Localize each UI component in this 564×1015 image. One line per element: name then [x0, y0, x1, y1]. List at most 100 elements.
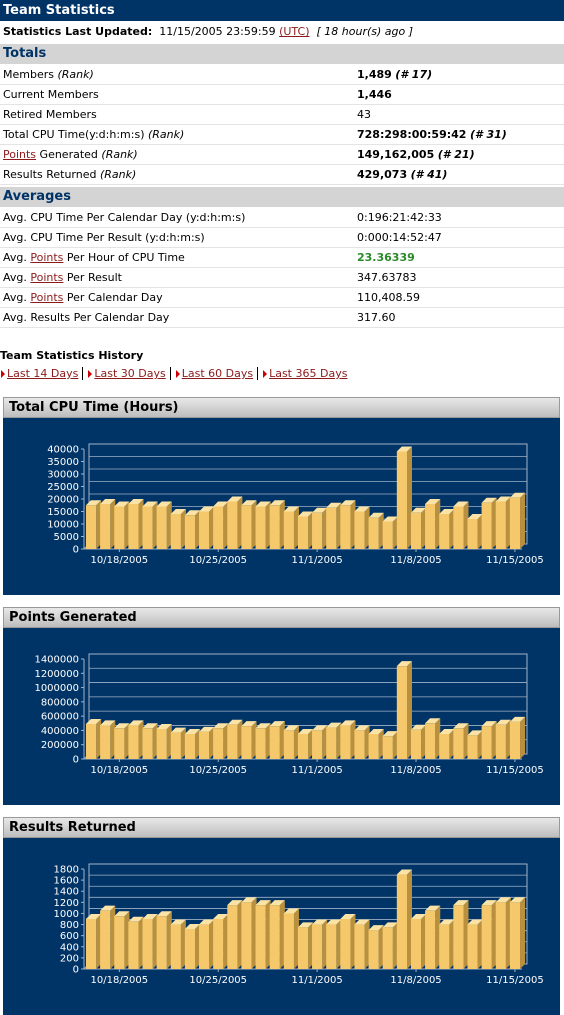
text: Avg. CPU Time Per Result (y:d:h:m:s): [3, 231, 205, 244]
bar-side: [336, 919, 342, 969]
bar: [170, 924, 181, 969]
link[interactable]: Points: [30, 271, 64, 284]
y-tick-label: 0: [73, 755, 79, 766]
bar-top: [396, 446, 412, 452]
bar-top: [509, 897, 526, 903]
bar-side: [421, 507, 427, 549]
bar-side: [449, 729, 455, 759]
bar: [227, 501, 238, 549]
bar: [114, 728, 125, 759]
bar-top: [283, 908, 299, 914]
bar-side: [166, 724, 172, 759]
bar: [467, 924, 478, 969]
bar: [184, 515, 196, 549]
y-tick-label: 20000: [47, 495, 79, 506]
bar: [354, 511, 365, 549]
bar-top: [85, 500, 102, 506]
bar-top: [509, 716, 526, 722]
bar-top: [410, 507, 427, 513]
section-header: Totals: [0, 44, 564, 64]
history-link[interactable]: Last 14 Days: [0, 367, 78, 380]
bar-side: [421, 914, 427, 969]
bar-top: [283, 725, 299, 731]
bar-side: [308, 922, 314, 969]
bar-side: [209, 919, 215, 969]
bar-top: [227, 719, 243, 725]
bar-top: [326, 722, 342, 728]
y-tick-label: 400000: [41, 726, 79, 737]
history-link[interactable]: Last 30 Days: [82, 367, 166, 380]
bar: [439, 924, 450, 969]
table-row: Avg. Results Per Calendar Day 317.60: [0, 308, 564, 328]
bar-side: [96, 914, 102, 969]
bar: [509, 721, 521, 759]
bar-side: [463, 723, 469, 759]
bar: [340, 505, 351, 549]
bar-side: [124, 911, 130, 969]
bar-side: [435, 905, 441, 969]
row-value: 43: [357, 105, 371, 125]
bar-top: [382, 731, 398, 737]
bar: [382, 736, 393, 759]
bar: [100, 910, 111, 969]
history-link[interactable]: Last 60 Days: [169, 367, 254, 380]
bar-side: [491, 721, 497, 759]
bar-top: [156, 724, 172, 729]
y-tick-label: 25000: [47, 482, 79, 493]
table-row: Points Generated (Rank) 149,162,005 (# 21…: [0, 145, 564, 165]
bar-side: [378, 512, 384, 549]
bar: [170, 732, 181, 759]
link[interactable]: Points: [30, 251, 64, 264]
bar-top: [241, 721, 257, 727]
bar: [156, 916, 167, 969]
x-tick-label: 10/18/2005: [91, 975, 149, 986]
text: (# 41): [410, 168, 448, 181]
text: 0:000:14:52:47: [357, 231, 442, 244]
bar-top: [255, 900, 271, 906]
text: (Rank): [57, 68, 94, 81]
bar-top: [495, 719, 511, 725]
bar: [495, 902, 506, 969]
bar-side: [180, 919, 186, 969]
link[interactable]: Points: [3, 148, 37, 161]
bar-top: [142, 914, 158, 919]
text: 1,446: [357, 88, 392, 101]
bar: [340, 725, 351, 759]
x-tick-label: 11/8/2005: [390, 765, 441, 776]
bar-top: [382, 922, 398, 928]
bar-side: [124, 501, 130, 549]
bar-side: [152, 914, 158, 969]
bar-side: [406, 661, 412, 759]
text: (Rank): [147, 128, 185, 141]
link[interactable]: Points: [30, 291, 64, 304]
bar-top: [241, 897, 257, 903]
bar-top: [439, 729, 455, 734]
bar: [396, 666, 407, 759]
bar-top: [227, 496, 243, 502]
x-tick-label: 11/8/2005: [390, 975, 441, 986]
text: 1,489: [357, 68, 392, 81]
row-label: Avg. CPU Time Per Calendar Day (y:d:h:m:…: [3, 208, 245, 228]
timezone-link[interactable]: (UTC): [279, 25, 310, 38]
bar-top: [481, 900, 497, 906]
chart-title: Points Generated: [3, 607, 560, 628]
bar: [297, 927, 309, 969]
text: (# 17): [395, 68, 433, 81]
row-value: 23.36339: [357, 248, 415, 268]
text: (# 21): [437, 148, 475, 161]
bar-side: [463, 501, 469, 549]
table-row: Avg. CPU Time Per Calendar Day (y:d:h:m:…: [0, 208, 564, 228]
y-tick-label: 600000: [41, 712, 79, 723]
history-link[interactable]: Last 365 Days: [257, 367, 348, 380]
table-row: Avg. Points Per Result 347.63783: [0, 268, 564, 288]
bar: [410, 919, 422, 969]
text: Avg.: [3, 271, 31, 284]
bar-side: [279, 500, 285, 549]
bar-top: [495, 496, 511, 502]
bar-side: [96, 500, 102, 549]
bar: [495, 501, 506, 549]
text: 149,162,005: [357, 148, 435, 161]
row-label: Points Generated (Rank): [3, 145, 138, 165]
bar-side: [237, 900, 243, 969]
bar-side: [279, 721, 285, 759]
